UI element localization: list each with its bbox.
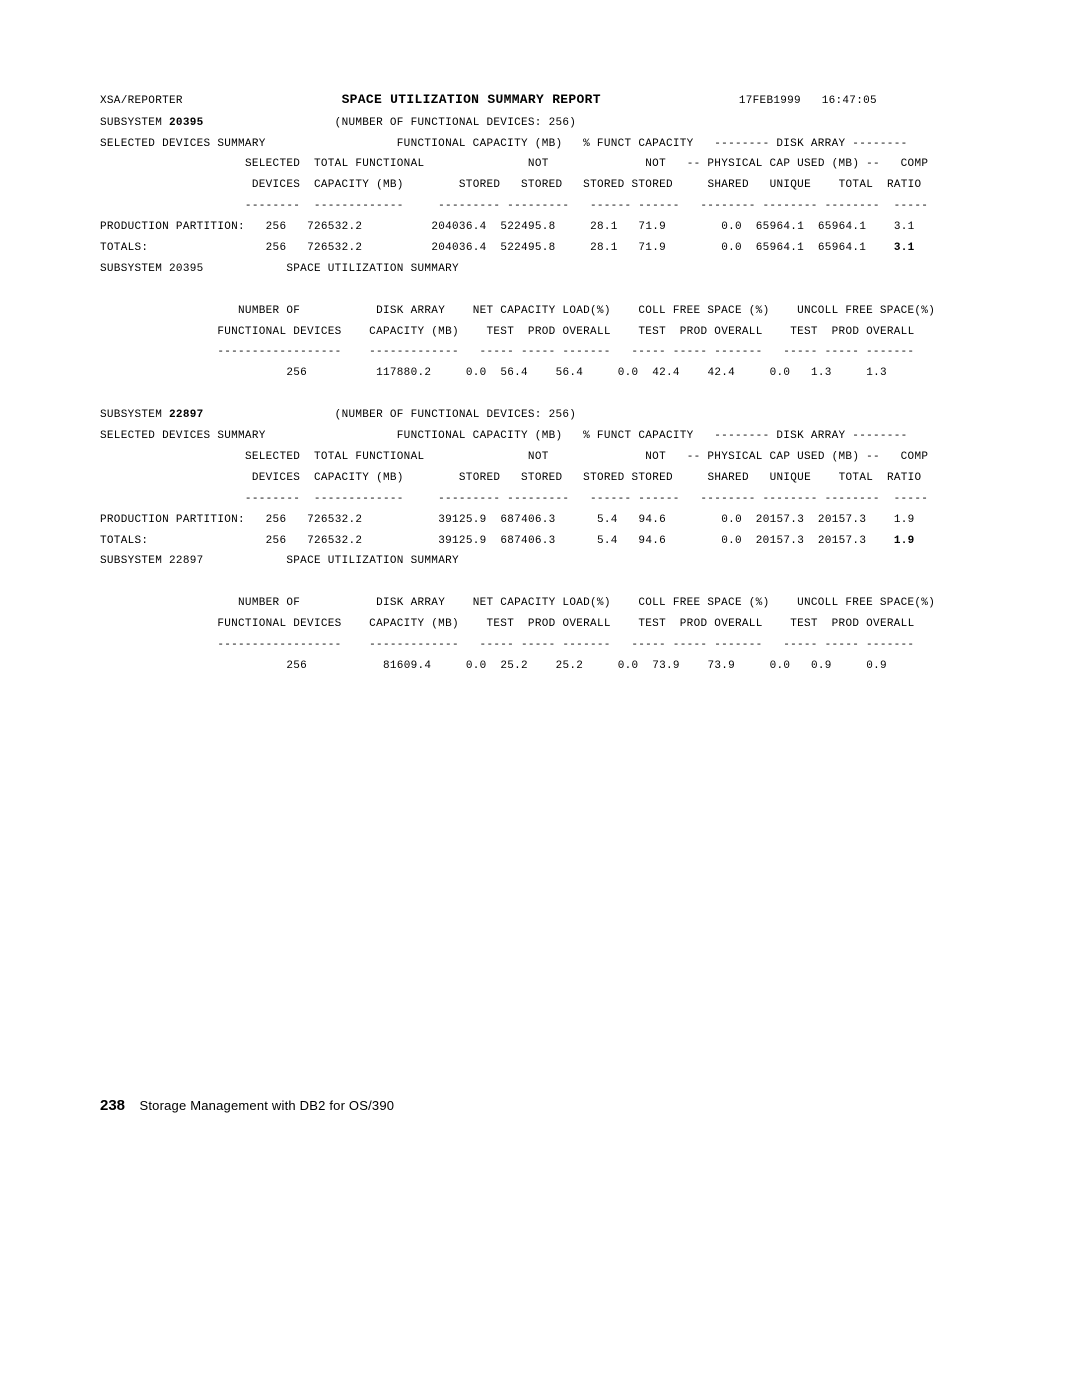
report-title: SPACE UTILIZATION SUMMARY REPORT: [342, 92, 601, 107]
selected-devices-summary-2: SELECTED DEVICES SUMMARY FUNCTIONAL CAPA…: [100, 426, 990, 551]
header-time: 16:47:05: [822, 95, 877, 107]
page-number: 238: [100, 1097, 125, 1114]
page-footer: 238 Storage Management with DB2 for OS/3…: [100, 1097, 990, 1114]
selected-devices-summary-1: SELECTED DEVICES SUMMARY FUNCTIONAL CAPA…: [100, 134, 990, 259]
space-util-summary-1: SUBSYSTEM 20395 SPACE UTILIZATION SUMMAR…: [100, 259, 990, 384]
footer-text: Storage Management with DB2 for OS/390: [139, 1098, 394, 1113]
subsystem-2-header: SUBSYSTEM 22897 (NUMBER OF FUNCTIONAL DE…: [100, 384, 990, 426]
subsystem-1-header: SUBSYSTEM 20395 (NUMBER OF FUNCTIONAL DE…: [100, 113, 990, 134]
subsystem-id-1: 20395: [169, 117, 204, 129]
space-util-summary-2: SUBSYSTEM 22897 SPACE UTILIZATION SUMMAR…: [100, 551, 990, 676]
header-left: XSA/REPORTER: [100, 95, 183, 107]
report-header: XSA/REPORTER SPACE UTILIZATION SUMMARY R…: [100, 88, 990, 113]
subsystem-id-2: 22897: [169, 409, 204, 421]
header-date: 17FEB1999: [739, 95, 801, 107]
